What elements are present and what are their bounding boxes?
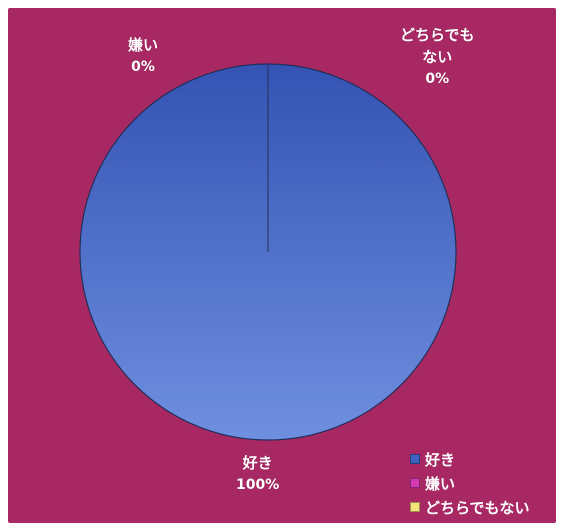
legend-swatch-dislike [410, 478, 420, 488]
slice-label-like: 好き 100% [236, 452, 279, 496]
slice-label-neither-value: 0% [425, 71, 450, 87]
slice-label-dislike-name: 嫌い [128, 36, 159, 54]
legend-item-like: 好き [410, 447, 530, 471]
slice-label-like-value: 100% [236, 477, 280, 493]
legend-swatch-like [410, 454, 420, 464]
slice-label-neither-name: どちらでも ない [400, 26, 475, 66]
legend-item-dislike: 嫌い [410, 471, 530, 495]
slice-label-like-name: 好き [242, 454, 273, 472]
legend-swatch-neither [410, 502, 420, 512]
legend: 好き 嫌い どちらでもない [410, 447, 530, 519]
pie-slices [79, 63, 457, 441]
slice-label-dislike: 嫌い 0% [128, 34, 158, 78]
slice-label-neither: どちらでも ない 0% [400, 24, 475, 90]
legend-label-like: 好き [425, 450, 456, 469]
slice-label-dislike-value: 0% [131, 59, 155, 75]
legend-label-neither: どちらでもない [425, 498, 530, 517]
legend-item-neither: どちらでもない [410, 495, 530, 519]
legend-label-dislike: 嫌い [425, 474, 456, 493]
